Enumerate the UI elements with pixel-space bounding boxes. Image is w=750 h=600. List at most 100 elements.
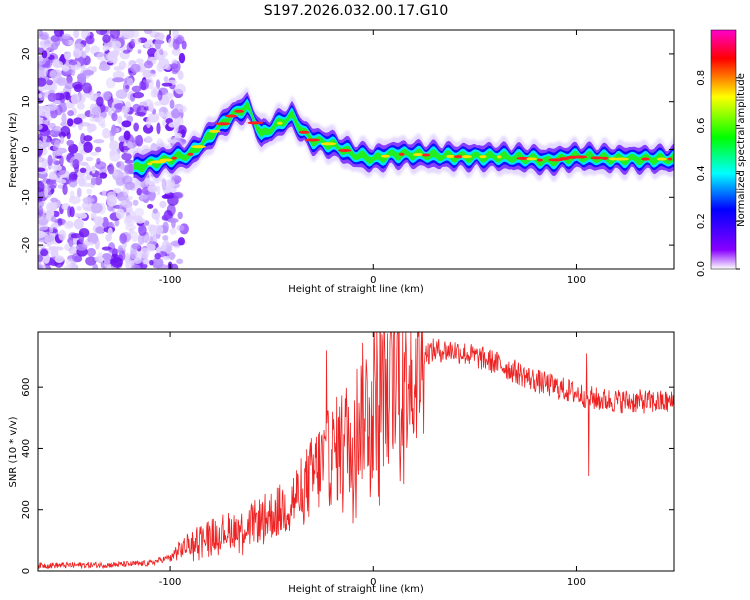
- noise-speckle: [122, 30, 135, 39]
- noise-speckle: [93, 139, 105, 144]
- noise-speckle: [142, 258, 150, 265]
- noise-speckle: [125, 224, 137, 231]
- noise-speckle: [102, 44, 109, 52]
- noise-speckle: [77, 102, 85, 110]
- noise-speckle: [38, 243, 46, 249]
- noise-speckle: [79, 161, 89, 166]
- noise-speckle: [54, 150, 63, 156]
- noise-speckle: [118, 60, 127, 69]
- noise-speckle: [41, 50, 48, 59]
- noise-speckle: [50, 215, 56, 223]
- noise-speckle: [124, 163, 136, 175]
- noise-speckle: [57, 169, 70, 179]
- noise-speckle: [154, 101, 163, 106]
- colorbar-gradient: [710, 29, 737, 270]
- noise-speckle: [70, 93, 80, 105]
- ridge-hotspot: [276, 121, 283, 125]
- spectrogram-x-label: Height of straight line (km): [288, 284, 424, 295]
- noise-speckle: [79, 122, 91, 127]
- noise-speckle: [38, 156, 45, 163]
- noise-speckle: [50, 43, 55, 53]
- noise-speckle: [107, 163, 115, 175]
- ridge-hotspot: [247, 121, 264, 125]
- noise-speckle: [38, 123, 43, 131]
- noise-speckle: [63, 264, 76, 269]
- noise-speckle: [97, 252, 103, 262]
- ridge-hotspot: [453, 155, 464, 159]
- noise-speckle: [57, 179, 67, 184]
- noise-speckle: [61, 65, 70, 72]
- ridge-hotspot: [613, 157, 629, 161]
- noise-speckle: [121, 105, 128, 114]
- noise-speckle: [72, 236, 78, 246]
- noise-speckle: [172, 30, 179, 40]
- noise-speckle: [178, 52, 186, 64]
- noise-speckle: [141, 144, 149, 150]
- colorbar-label: Normalized spectral amplitude: [736, 73, 747, 227]
- noise-speckle: [61, 112, 67, 125]
- noise-speckle: [109, 30, 121, 39]
- noise-speckle: [38, 33, 49, 40]
- noise-speckle: [85, 175, 93, 181]
- noise-speckle: [134, 111, 146, 117]
- noise-speckle-layer: [38, 30, 189, 269]
- noise-speckle: [123, 130, 131, 141]
- noise-speckle: [53, 202, 58, 209]
- noise-speckle: [82, 82, 93, 94]
- noise-speckle: [69, 190, 75, 200]
- noise-speckle: [111, 124, 117, 136]
- noise-speckle: [131, 231, 139, 243]
- noise-speckle: [68, 240, 74, 248]
- noise-speckle: [142, 79, 152, 84]
- noise-speckle: [99, 172, 108, 179]
- ridge-hotspot: [461, 155, 472, 159]
- noise-speckle: [73, 84, 83, 93]
- noise-speckle: [94, 176, 103, 186]
- noise-speckle: [80, 132, 86, 145]
- noise-speckle: [151, 234, 158, 246]
- noise-speckle: [131, 242, 141, 250]
- noise-speckle: [149, 259, 154, 266]
- noise-speckle: [85, 256, 97, 266]
- noise-speckle: [134, 207, 145, 218]
- noise-speckle: [112, 49, 119, 59]
- spectrogram-x-axis: -100 0 100: [159, 30, 586, 286]
- noise-speckle: [133, 37, 142, 45]
- noise-speckle: [133, 256, 142, 265]
- noise-speckle: [126, 205, 134, 213]
- ridge-hotspot: [191, 145, 206, 149]
- noise-speckle: [121, 152, 132, 161]
- noise-speckle: [64, 39, 69, 45]
- spectrogram-y-tick-label: 0: [21, 146, 32, 152]
- noise-speckle: [64, 52, 71, 60]
- noise-speckle: [49, 225, 54, 233]
- noise-speckle: [135, 58, 144, 64]
- noise-speckle: [117, 115, 123, 125]
- noise-speckle: [42, 234, 55, 242]
- noise-speckle: [53, 246, 64, 251]
- noise-speckle: [173, 191, 184, 199]
- noise-speckle: [169, 227, 177, 235]
- ridge-hotspot: [590, 156, 603, 160]
- noise-speckle: [55, 164, 62, 171]
- noise-speckle: [38, 190, 43, 199]
- noise-speckle: [101, 216, 109, 228]
- noise-speckle: [154, 32, 165, 41]
- ridge-hotspot: [304, 138, 320, 142]
- ridge-hotspot: [320, 142, 337, 146]
- noise-speckle: [63, 220, 74, 230]
- noise-speckle: [107, 107, 113, 116]
- noise-speckle: [76, 205, 82, 211]
- noise-speckle: [168, 251, 176, 261]
- noise-speckle: [134, 135, 141, 145]
- noise-speckle: [112, 187, 122, 194]
- spectrogram-y-tick-label: -10: [21, 189, 32, 205]
- noise-speckle: [158, 58, 170, 70]
- noise-speckle: [56, 77, 68, 86]
- noise-speckle: [94, 146, 102, 153]
- noise-speckle: [111, 40, 122, 49]
- noise-speckle: [94, 237, 100, 250]
- noise-speckle: [168, 179, 176, 189]
- colorbar-tick-label: 0.0: [696, 261, 707, 277]
